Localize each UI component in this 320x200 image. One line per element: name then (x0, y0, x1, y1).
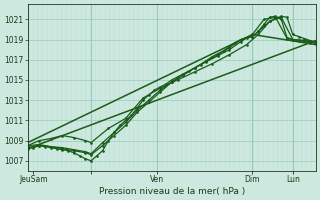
X-axis label: Pression niveau de la mer( hPa ): Pression niveau de la mer( hPa ) (99, 187, 245, 196)
